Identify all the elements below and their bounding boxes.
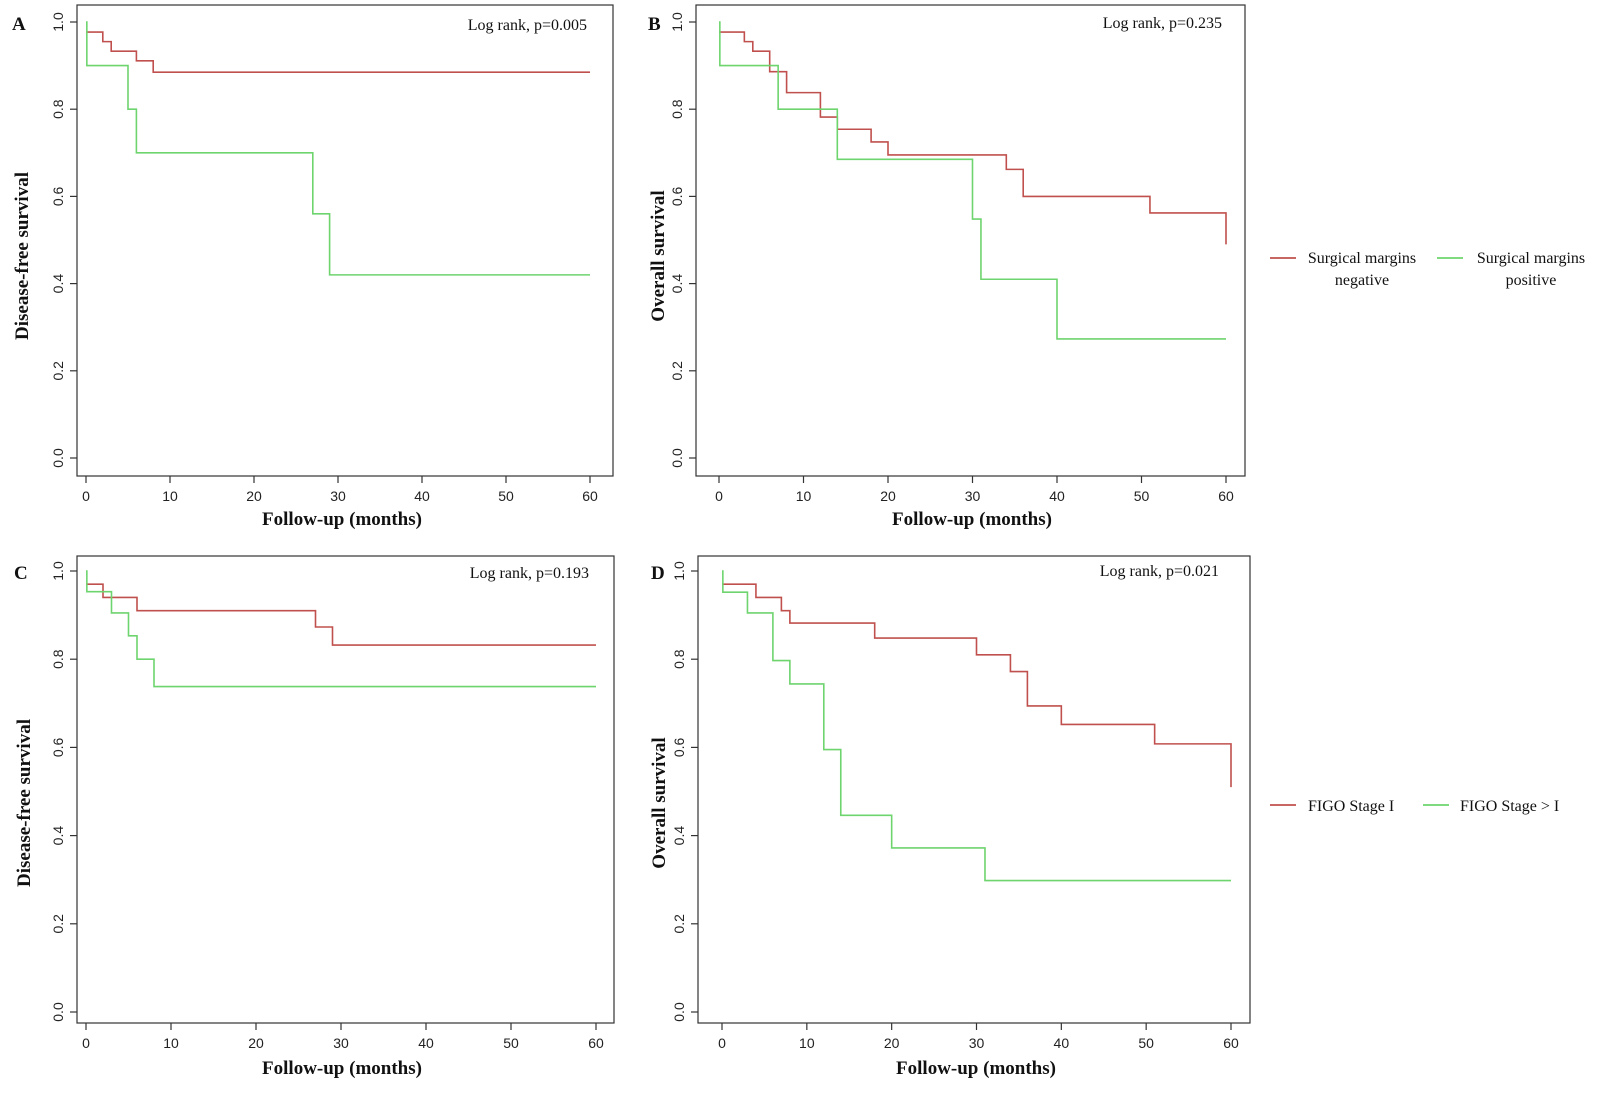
x-axis-title: Follow-up (months) bbox=[896, 1058, 1056, 1079]
x-tick-label: 20 bbox=[880, 488, 896, 504]
log-rank-annotation: Log rank, p=0.235 bbox=[1103, 15, 1222, 32]
y-tick-label: 0.0 bbox=[50, 448, 66, 468]
x-tick-label: 60 bbox=[588, 1035, 604, 1051]
panel-letter: D bbox=[651, 563, 665, 584]
x-tick-label: 10 bbox=[162, 488, 178, 504]
legend-label: FIGO Stage > I bbox=[1460, 798, 1559, 815]
legend-label: Surgical margins bbox=[1308, 250, 1416, 267]
survival-curve-green bbox=[719, 21, 1226, 340]
y-tick-label: 0.6 bbox=[50, 737, 66, 757]
x-tick-label: 20 bbox=[246, 488, 262, 504]
x-tick-label: 30 bbox=[965, 488, 981, 504]
y-tick-label: 0.2 bbox=[669, 361, 685, 381]
legend-top: Surgical margins negative Surgical margins… bbox=[1270, 250, 1585, 289]
y-tick-label: 0.4 bbox=[50, 826, 66, 846]
x-tick-label: 10 bbox=[799, 1035, 815, 1051]
legend-label: positive bbox=[1506, 272, 1557, 289]
y-tick-label: 0.0 bbox=[671, 1002, 687, 1022]
panel-d: 0 10 20 30 40 50 60 0.0 0.2 0.4 0.6 0.8 1.0 Follow-up… bbox=[649, 555, 1251, 1079]
y-axis-title: Overall survival bbox=[648, 190, 669, 321]
panel-letter: B bbox=[648, 14, 661, 35]
survival-curve-red bbox=[86, 31, 590, 73]
y-axis-title: Overall survival bbox=[649, 737, 670, 868]
panel-c: 0 10 20 30 40 50 60 0.0 0.2 0.4 0.6 0.8 1.0 Follow-up… bbox=[14, 555, 615, 1079]
x-tick-label: 0 bbox=[718, 1035, 726, 1051]
plot-frame bbox=[697, 555, 1251, 1024]
y-tick-label: 0.0 bbox=[669, 448, 685, 468]
y-tick-label: 1.0 bbox=[671, 561, 687, 581]
survival-curve-green bbox=[86, 570, 596, 688]
x-tick-label: 60 bbox=[1223, 1035, 1239, 1051]
log-rank-annotation: Log rank, p=0.021 bbox=[1100, 563, 1219, 580]
x-tick-label: 40 bbox=[1054, 1035, 1070, 1051]
log-rank-annotation: Log rank, p=0.193 bbox=[470, 565, 589, 582]
x-tick-label: 60 bbox=[1218, 488, 1234, 504]
x-tick-label: 30 bbox=[333, 1035, 349, 1051]
x-tick-label: 40 bbox=[1049, 488, 1065, 504]
x-tick-label: 0 bbox=[715, 488, 723, 504]
legend-bottom: FIGO Stage I FIGO Stage > I bbox=[1270, 798, 1559, 815]
log-rank-annotation: Log rank, p=0.005 bbox=[468, 17, 587, 34]
x-tick-label: 30 bbox=[969, 1035, 985, 1051]
survival-curve-red bbox=[722, 583, 1232, 788]
y-tick-label: 1.0 bbox=[50, 561, 66, 581]
y-tick-label: 0.4 bbox=[671, 826, 687, 846]
x-tick-label: 50 bbox=[1134, 488, 1150, 504]
panel-letter: A bbox=[12, 14, 26, 35]
x-tick-label: 40 bbox=[414, 488, 430, 504]
x-tick-label: 20 bbox=[248, 1035, 264, 1051]
x-tick-label: 30 bbox=[330, 488, 346, 504]
x-axis-title: Follow-up (months) bbox=[262, 1058, 422, 1079]
legend-label: FIGO Stage I bbox=[1308, 798, 1394, 815]
panel-a: 0 10 20 30 40 50 60 0.0 0.2 0.4 0.6 0.8 1.0 Follow-up… bbox=[12, 4, 614, 530]
x-tick-label: 10 bbox=[796, 488, 812, 504]
panel-b: 0 10 20 30 40 50 60 0.0 0.2 0.4 0.6 0.8 1.0 Follow-up… bbox=[648, 4, 1246, 530]
y-tick-label: 0.8 bbox=[671, 649, 687, 669]
y-tick-label: 0.6 bbox=[671, 737, 687, 757]
y-axis-title: Disease-free survival bbox=[14, 719, 35, 887]
plot-frame bbox=[76, 4, 614, 477]
y-tick-label: 1.0 bbox=[50, 12, 66, 32]
y-tick-label: 0.2 bbox=[50, 914, 66, 934]
survival-curve-green bbox=[722, 570, 1231, 882]
x-tick-label: 50 bbox=[503, 1035, 519, 1051]
y-tick-label: 0.8 bbox=[50, 649, 66, 669]
plot-frame bbox=[76, 555, 615, 1024]
y-tick-label: 0.2 bbox=[50, 361, 66, 381]
y-tick-label: 0.2 bbox=[671, 914, 687, 934]
plot-frame bbox=[695, 4, 1246, 477]
y-axis-title: Disease-free survival bbox=[12, 172, 33, 340]
x-tick-label: 50 bbox=[498, 488, 514, 504]
survival-curve-green bbox=[86, 21, 590, 276]
survival-curve-red bbox=[86, 583, 596, 646]
y-tick-label: 0.6 bbox=[669, 186, 685, 206]
x-tick-label: 50 bbox=[1138, 1035, 1154, 1051]
legend-label: Surgical margins bbox=[1477, 250, 1585, 267]
x-tick-label: 0 bbox=[82, 488, 90, 504]
x-tick-label: 40 bbox=[418, 1035, 434, 1051]
y-tick-label: 0.8 bbox=[669, 99, 685, 119]
x-axis-title: Follow-up (months) bbox=[892, 509, 1052, 530]
y-tick-label: 1.0 bbox=[669, 12, 685, 32]
x-axis-title: Follow-up (months) bbox=[262, 509, 422, 530]
y-tick-label: 0.4 bbox=[669, 274, 685, 294]
y-tick-label: 0.0 bbox=[50, 1002, 66, 1022]
x-tick-label: 0 bbox=[82, 1035, 90, 1051]
y-tick-label: 0.6 bbox=[50, 186, 66, 206]
panel-letter: C bbox=[14, 563, 28, 584]
x-tick-label: 10 bbox=[163, 1035, 179, 1051]
y-tick-label: 0.4 bbox=[50, 274, 66, 294]
x-tick-label: 60 bbox=[582, 488, 598, 504]
x-tick-label: 20 bbox=[884, 1035, 900, 1051]
y-tick-label: 0.8 bbox=[50, 99, 66, 119]
legend-label: negative bbox=[1335, 272, 1389, 289]
